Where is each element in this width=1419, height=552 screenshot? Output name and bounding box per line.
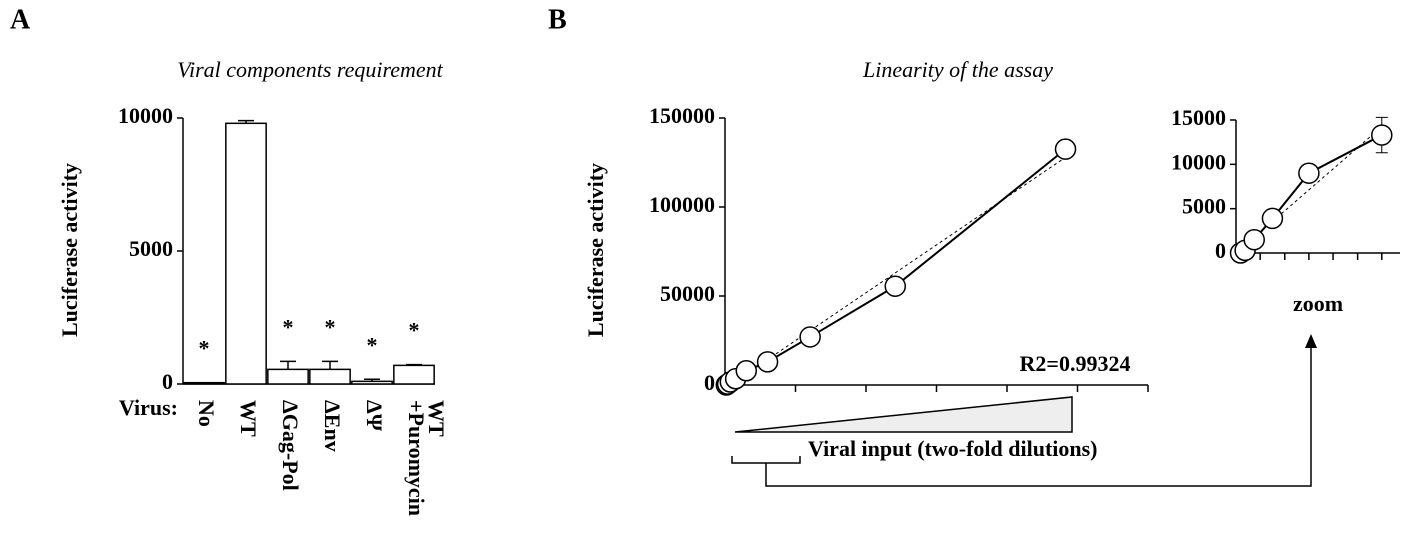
significance-mark: * [409,318,420,343]
data-point [756,351,779,373]
y-tick-label: 100000 [649,192,715,217]
bar [393,364,435,385]
x-tick-label: No [194,400,219,427]
input-triangle [734,396,1073,433]
significance-mark: * [325,314,336,339]
y-tick-label: 50000 [660,281,715,306]
bar [183,381,225,385]
y-tick-label: 0 [1215,238,1226,263]
data-point [1054,138,1077,160]
significance-mark: * [283,314,294,339]
significance-mark: * [199,336,210,361]
bar [225,122,267,385]
y-axis-label: Luciferase activity [57,163,82,337]
data-point [1298,162,1320,184]
x-tick-label: WT [424,400,449,437]
y-tick-label: 5000 [1182,194,1226,219]
x-tick-label: +Puromycin [404,400,429,516]
data-point [799,326,821,348]
error-bar [364,378,380,382]
chart-title: Linearity of the assay [862,57,1053,82]
bar [351,380,393,385]
data-point [884,275,907,297]
error-bar [406,363,422,366]
x-axis-label: zoom [1293,291,1343,316]
data-point [1371,124,1393,146]
chart-title: Viral components requirement [177,57,443,82]
x-tick-label: ΔEnv [320,400,345,452]
trend-line [726,156,1066,388]
zoom-bracket [731,346,1312,487]
data-point [735,360,758,382]
y-tick-label: 10000 [1171,149,1226,174]
panel-label: A [10,4,31,35]
bar [309,368,351,385]
y-axis-label: Luciferase activity [583,163,608,337]
y-tick-label: 0 [162,369,173,394]
error-bar [322,360,338,370]
x-tick-label: ΔGag-Pol [278,400,303,491]
y-tick-label: 10000 [118,103,173,128]
x-tick-label: ΔΨ [362,400,387,432]
x-axis-label: Virus: [119,395,178,420]
panel-label: B [548,4,567,35]
data-point [1243,228,1265,251]
y-tick-label: 150000 [649,103,715,128]
arrow-head [1305,334,1317,348]
bar [267,368,309,385]
data-point [1261,207,1284,230]
x-axis-label: Viral input (two-fold dilutions) [808,436,1098,461]
x-tick-label: WT [236,400,261,437]
y-tick-label: 15000 [1171,105,1226,130]
y-tick-label: 0 [704,370,715,395]
data-line [725,148,1067,386]
error-bar [280,360,296,370]
error-bar [238,119,254,124]
fit-annotation: R2=0.99324 [1020,351,1131,376]
y-tick-label: 5000 [129,236,173,261]
significance-mark: * [367,332,378,357]
